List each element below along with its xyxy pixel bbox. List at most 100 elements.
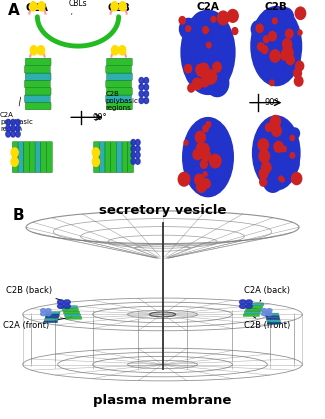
Ellipse shape	[185, 25, 191, 32]
FancyBboxPatch shape	[24, 142, 30, 173]
Text: plasma membrane: plasma membrane	[93, 394, 232, 407]
Ellipse shape	[255, 23, 264, 33]
Circle shape	[144, 91, 149, 97]
Circle shape	[16, 125, 20, 131]
Ellipse shape	[200, 160, 208, 169]
FancyBboxPatch shape	[46, 142, 52, 173]
Ellipse shape	[184, 64, 192, 74]
Ellipse shape	[259, 168, 268, 179]
Circle shape	[37, 46, 45, 55]
Ellipse shape	[192, 11, 213, 36]
FancyBboxPatch shape	[116, 142, 122, 173]
Circle shape	[136, 152, 140, 158]
Ellipse shape	[259, 177, 267, 187]
FancyBboxPatch shape	[25, 95, 50, 103]
FancyBboxPatch shape	[25, 80, 50, 88]
Circle shape	[41, 309, 46, 312]
Ellipse shape	[273, 141, 284, 153]
Circle shape	[38, 2, 45, 11]
Ellipse shape	[252, 115, 301, 191]
Ellipse shape	[185, 54, 203, 75]
Circle shape	[136, 140, 140, 145]
Circle shape	[131, 140, 136, 145]
FancyBboxPatch shape	[99, 142, 105, 173]
Circle shape	[11, 148, 18, 157]
Ellipse shape	[297, 29, 303, 36]
Circle shape	[111, 46, 119, 55]
FancyBboxPatch shape	[25, 58, 51, 66]
FancyBboxPatch shape	[66, 317, 82, 319]
Ellipse shape	[180, 10, 236, 95]
Ellipse shape	[294, 75, 304, 87]
Ellipse shape	[294, 173, 302, 182]
Circle shape	[11, 119, 15, 125]
FancyBboxPatch shape	[46, 311, 60, 314]
FancyBboxPatch shape	[105, 142, 111, 173]
FancyBboxPatch shape	[267, 322, 281, 324]
Ellipse shape	[212, 62, 222, 73]
Ellipse shape	[205, 121, 212, 128]
Circle shape	[92, 157, 99, 166]
Ellipse shape	[266, 23, 287, 47]
Circle shape	[64, 304, 70, 308]
Ellipse shape	[217, 10, 230, 26]
Ellipse shape	[257, 42, 265, 52]
Text: A: A	[8, 3, 20, 18]
Ellipse shape	[183, 140, 189, 146]
FancyBboxPatch shape	[12, 142, 18, 173]
FancyBboxPatch shape	[25, 66, 50, 73]
Circle shape	[131, 152, 136, 158]
FancyBboxPatch shape	[44, 321, 58, 323]
Circle shape	[139, 78, 144, 83]
Ellipse shape	[202, 124, 209, 132]
Circle shape	[131, 146, 136, 152]
Circle shape	[139, 84, 144, 90]
Ellipse shape	[205, 181, 211, 187]
Text: C2A: C2A	[197, 2, 219, 12]
Ellipse shape	[209, 154, 222, 168]
Ellipse shape	[196, 181, 207, 193]
Ellipse shape	[289, 134, 295, 141]
Ellipse shape	[216, 63, 229, 79]
FancyBboxPatch shape	[246, 306, 263, 308]
Text: C2A (back): C2A (back)	[244, 286, 290, 301]
Ellipse shape	[258, 150, 270, 163]
Circle shape	[11, 125, 15, 131]
Ellipse shape	[195, 64, 205, 75]
Ellipse shape	[196, 63, 208, 78]
Circle shape	[144, 98, 149, 103]
FancyBboxPatch shape	[94, 142, 99, 173]
Ellipse shape	[195, 131, 206, 144]
Ellipse shape	[210, 16, 216, 23]
Circle shape	[240, 304, 246, 308]
Circle shape	[246, 300, 252, 304]
Ellipse shape	[192, 148, 203, 160]
Ellipse shape	[264, 64, 279, 80]
Circle shape	[58, 304, 64, 308]
Ellipse shape	[257, 138, 269, 152]
FancyBboxPatch shape	[25, 102, 51, 110]
Text: C2A: C2A	[26, 3, 49, 13]
Ellipse shape	[278, 176, 284, 182]
Text: C2B: C2B	[265, 2, 288, 12]
Circle shape	[119, 2, 126, 11]
Ellipse shape	[259, 158, 277, 179]
FancyBboxPatch shape	[266, 316, 279, 318]
Circle shape	[262, 312, 267, 316]
Ellipse shape	[206, 67, 219, 82]
Ellipse shape	[194, 160, 211, 181]
Ellipse shape	[270, 115, 281, 128]
FancyBboxPatch shape	[35, 142, 41, 173]
Ellipse shape	[271, 124, 282, 137]
Text: C2A
polybasic
region: C2A polybasic region	[0, 97, 33, 132]
FancyBboxPatch shape	[111, 142, 116, 173]
Text: C2B
polybasic
regions: C2B polybasic regions	[106, 81, 144, 111]
Circle shape	[92, 148, 99, 157]
Ellipse shape	[202, 178, 211, 189]
Ellipse shape	[294, 6, 306, 20]
Ellipse shape	[194, 162, 206, 176]
Ellipse shape	[293, 68, 302, 78]
Ellipse shape	[207, 123, 228, 147]
Ellipse shape	[280, 51, 289, 61]
Ellipse shape	[194, 173, 204, 186]
